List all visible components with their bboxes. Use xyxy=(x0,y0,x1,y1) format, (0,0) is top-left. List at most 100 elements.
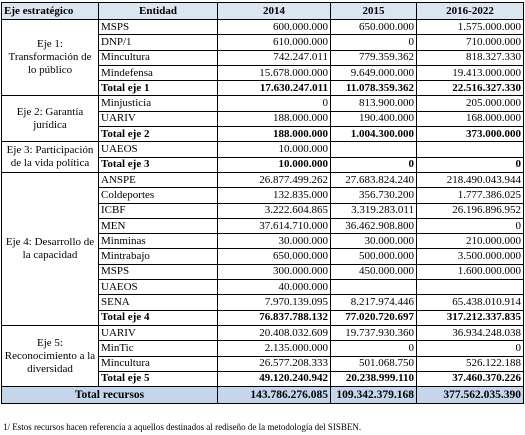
grand-total-row: Total recursos 143.786.276.085 109.342.379… xyxy=(1,386,524,405)
value-cell: 373.000.000 xyxy=(416,126,524,143)
value-cell: 0 xyxy=(416,340,524,357)
data-row: Eje 3: Participación de la vida política… xyxy=(1,141,524,173)
value-cell: 65.438.010.914 xyxy=(416,294,524,311)
value-cell: 600.000.000 xyxy=(217,18,331,36)
value-cell: 3.222.604.865 xyxy=(217,202,331,219)
entity-cell: UARIV xyxy=(98,110,218,128)
value-cell: 27.683.824.240 xyxy=(330,171,417,189)
data-row: MinTic 2.135.000.000 0 0 xyxy=(2,340,524,357)
value-cell: 0 xyxy=(330,340,417,357)
value-cell: 0 xyxy=(217,95,331,112)
total-label: Total eje 2 xyxy=(98,126,218,143)
total-label: Total eje 5 xyxy=(98,370,218,388)
value-cell: 7.970.139.095 xyxy=(217,294,331,311)
value-cell: 36.462.908.800 xyxy=(330,217,417,235)
value-cell: 26.196.896.952 xyxy=(416,202,524,219)
data-row: ICBF 3.222.604.865 3.319.283.011 26.196.896… xyxy=(2,202,524,219)
entity-cell: MinTic xyxy=(98,340,218,357)
value-cell: 20.408.032.609 xyxy=(217,324,331,342)
data-row: SENA 7.970.139.095 8.217.974.446 65.438.010… xyxy=(2,294,524,311)
total-row: Total eje 4 76.837.788.132 77.020.720.697 3… xyxy=(2,309,524,326)
entity-cell: Mincultura xyxy=(98,355,218,372)
value-cell: 8.217.974.446 xyxy=(330,294,417,311)
value-cell: 1.600.000.000 xyxy=(416,263,524,281)
data-row: Mindefensa 15.678.000.000 9.649.000.000 19.… xyxy=(2,64,524,82)
value-cell: 10.000.000 xyxy=(217,156,331,173)
value-cell: 650.000.000 xyxy=(217,248,331,265)
value-cell: 76.837.788.132 xyxy=(217,309,331,326)
grand-total-label: Total recursos xyxy=(1,386,218,405)
value-cell: 109.342.379.168 xyxy=(330,386,417,405)
value-cell: 22.516.327.330 xyxy=(416,80,524,97)
value-cell: 526.122.188 xyxy=(416,355,524,372)
entity-cell: MSPS xyxy=(98,18,218,36)
entity-cell: MEN xyxy=(98,217,218,235)
value-cell: 15.678.000.000 xyxy=(217,64,331,82)
value-cell: 0 xyxy=(416,217,524,235)
data-row: Eje 5: Reconocimiento a la diversidad UAR… xyxy=(1,324,524,388)
entity-cell: Minminas xyxy=(98,233,218,250)
value-cell: 132.835.000 xyxy=(217,187,331,204)
value-cell: 317.212.337.835 xyxy=(416,309,524,326)
value-cell: 0 xyxy=(416,156,524,173)
entity-cell: ICBF xyxy=(98,202,218,219)
eje-cell: Eje 5: Reconocimiento a la diversidad xyxy=(1,324,99,388)
value-cell: 710.000.000 xyxy=(416,34,524,51)
value-cell: 10.000.000 xyxy=(217,141,331,158)
value-cell: 40.000.000 xyxy=(217,279,331,296)
total-row: Total eje 2 188.000.000 1.004.300.000 373.0… xyxy=(2,126,524,143)
value-cell: 450.000.000 xyxy=(330,263,417,281)
data-row: UAEOS 40.000.000 xyxy=(2,279,524,296)
value-cell: 779.359.362 xyxy=(330,49,417,66)
footnote: 1/ Estos recursos hacen referencia a aqu… xyxy=(3,422,362,432)
entity-cell: SENA xyxy=(98,294,218,311)
value-cell: 205.000.000 xyxy=(416,95,524,112)
header-row: Eje estratégico Entidad 2014 2015 2016-2022 xyxy=(1,2,524,20)
value-cell: 3.500.000.000 xyxy=(416,248,524,265)
entity-cell: MSPS xyxy=(98,263,218,281)
eje-cell: Eje 3: Participación de la vida política xyxy=(1,141,99,173)
value-cell: 36.934.248.038 xyxy=(416,324,524,342)
value-cell: 650.000.000 xyxy=(330,18,417,36)
value-cell: 501.068.750 xyxy=(330,355,417,372)
value-cell: 168.000.000 xyxy=(416,110,524,128)
value-cell: 210.000.000 xyxy=(416,233,524,250)
eje-cell: Eje 4: Desarrollo de la capacidad xyxy=(1,171,99,326)
data-row: Mincultura 26.577.208.333 501.068.750 526.1… xyxy=(2,355,524,372)
value-cell: 30.000.000 xyxy=(217,233,331,250)
value-cell: 1.575.000.000 xyxy=(416,18,524,36)
entity-cell: UARIV xyxy=(98,324,218,342)
value-cell: 3.319.283.011 xyxy=(330,202,417,219)
budget-table: Eje estratégico Entidad 2014 2015 2016-2022 E… xyxy=(1,2,524,405)
entity-cell: Mincultura xyxy=(98,49,218,66)
header-cell: Eje estratégico xyxy=(1,2,99,20)
header-cell: 2015 xyxy=(330,2,417,20)
value-cell: 26.577.208.333 xyxy=(217,355,331,372)
value-cell: 37.614.710.000 xyxy=(217,217,331,235)
value-cell: 818.327.330 xyxy=(416,49,524,66)
entity-cell: Mindefensa xyxy=(98,64,218,82)
value-cell: 190.400.000 xyxy=(330,110,417,128)
value-cell: 20.238.999.110 xyxy=(330,370,417,388)
value-cell: 11.078.359.362 xyxy=(330,80,417,97)
entity-cell: DNP/1 xyxy=(98,34,218,51)
value-cell: 19.413.000.000 xyxy=(416,64,524,82)
value-cell: 377.562.035.390 xyxy=(416,386,524,405)
empty-cell xyxy=(330,279,417,296)
value-cell: 0 xyxy=(330,156,417,173)
data-row: Eje 2: Garantía jurídica Minjusticia 0 813.… xyxy=(1,95,524,143)
total-row: Total eje 3 10.000.000 0 0 xyxy=(2,156,524,173)
value-cell: 1.004.300.000 xyxy=(330,126,417,143)
value-cell: 9.649.000.000 xyxy=(330,64,417,82)
value-cell: 188.000.000 xyxy=(217,110,331,128)
value-cell: 300.000.000 xyxy=(217,263,331,281)
data-row: MSPS 300.000.000 450.000.000 1.600.000.000 xyxy=(2,263,524,281)
value-cell: 30.000.000 xyxy=(330,233,417,250)
entity-cell: UAEOS xyxy=(98,279,218,296)
value-cell: 742.247.011 xyxy=(217,49,331,66)
value-cell: 813.900.000 xyxy=(330,95,417,112)
data-row: Coldeportes 132.835.000 356.730.200 1.777.3… xyxy=(2,187,524,204)
value-cell: 143.786.276.085 xyxy=(217,386,331,405)
entity-cell: Coldeportes xyxy=(98,187,218,204)
